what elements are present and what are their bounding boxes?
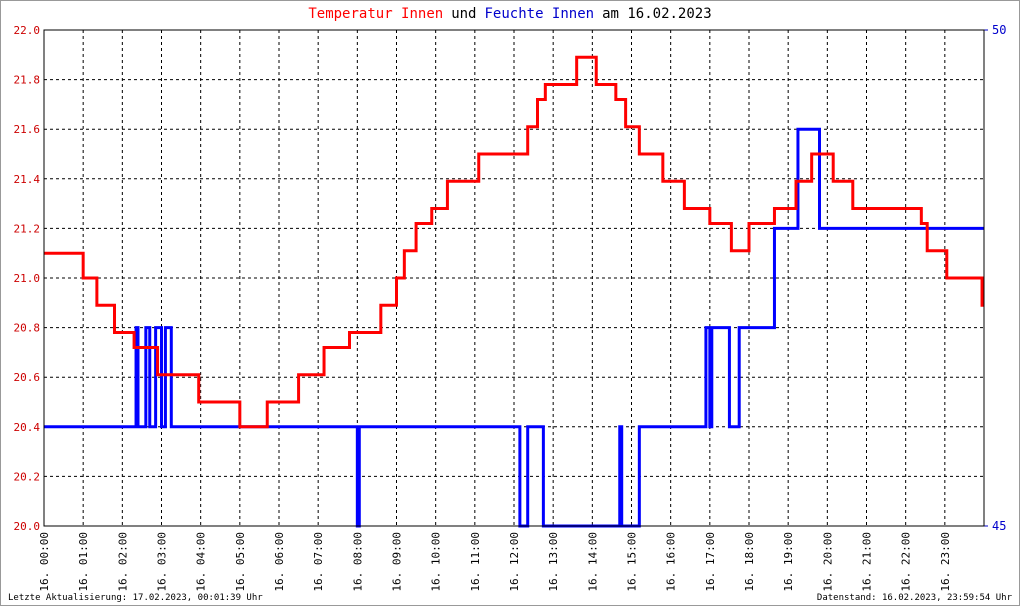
- chart-title: Temperatur Innen und Feuchte Innen am 16.02…: [308, 6, 711, 22]
- y-tick-label: 20.8: [14, 322, 41, 335]
- x-tick-label: 16. 12:00: [508, 532, 521, 592]
- y-tick-label: 20.0: [14, 520, 41, 533]
- plot-border: [43, 29, 985, 527]
- series-line: [44, 127, 984, 528]
- series-line: [44, 55, 984, 429]
- x-tick-label: 16. 16:00: [665, 532, 678, 592]
- x-tick-label: 16. 04:00: [195, 532, 208, 592]
- x-tick-label: 16. 02:00: [116, 532, 129, 592]
- x-tick-label: 16. 11:00: [469, 532, 482, 592]
- y-tick-label: 20.6: [14, 371, 41, 384]
- x-tick-label: 16. 13:00: [547, 532, 560, 592]
- x-tick-label: 16. 22:00: [900, 532, 913, 592]
- y-tick-label: 21.2: [14, 222, 41, 235]
- x-tick-label: 16. 07:00: [312, 532, 325, 592]
- y-tick-label: 20.2: [14, 470, 41, 483]
- x-tick-label: 16. 20:00: [821, 532, 834, 592]
- x-tick-label: 16. 10:00: [430, 532, 443, 592]
- x-tick-label: 16. 09:00: [391, 532, 404, 592]
- y-tick-label: 21.0: [14, 272, 41, 285]
- x-tick-label: 16. 01:00: [77, 532, 90, 592]
- x-tick-label: 16. 15:00: [626, 532, 639, 592]
- x-tick-label: 16. 19:00: [782, 532, 795, 592]
- x-tick-label: 16. 18:00: [743, 532, 756, 592]
- y-tick-label: 21.8: [14, 74, 41, 87]
- title-part: Feuchte Innen: [485, 6, 595, 22]
- y-tick-label: 21.4: [14, 173, 41, 186]
- x-tick-label: 16. 23:00: [939, 532, 952, 592]
- title-part: Temperatur Innen: [308, 6, 443, 22]
- x-tick-label: 16. 05:00: [234, 532, 247, 592]
- y-tick-label: 22.0: [14, 24, 41, 37]
- footer-right: Datenstand: 16.02.2023, 23:59:54 Uhr: [817, 593, 1013, 603]
- x-tick-label: 16. 17:00: [704, 532, 717, 592]
- x-tick-label: 16. 03:00: [156, 532, 169, 592]
- footer-left: Letzte Aktualisierung: 17.02.2023, 00:01…: [8, 593, 263, 603]
- x-tick-label: 16. 00:00: [38, 532, 51, 592]
- y-tick-label: 20.4: [14, 421, 41, 434]
- x-tick-label: 16. 08:00: [351, 532, 364, 592]
- x-tick-label: 16. 06:00: [273, 532, 286, 592]
- x-tick-label: 16. 21:00: [861, 532, 874, 592]
- title-part: am 16.02.2023: [602, 6, 712, 22]
- y2-tick-label: 45: [992, 519, 1006, 533]
- x-tick-label: 16. 14:00: [586, 532, 599, 592]
- title-part: und: [451, 6, 476, 22]
- y2-tick-label: 50: [992, 23, 1006, 37]
- y-tick-label: 21.6: [14, 123, 41, 136]
